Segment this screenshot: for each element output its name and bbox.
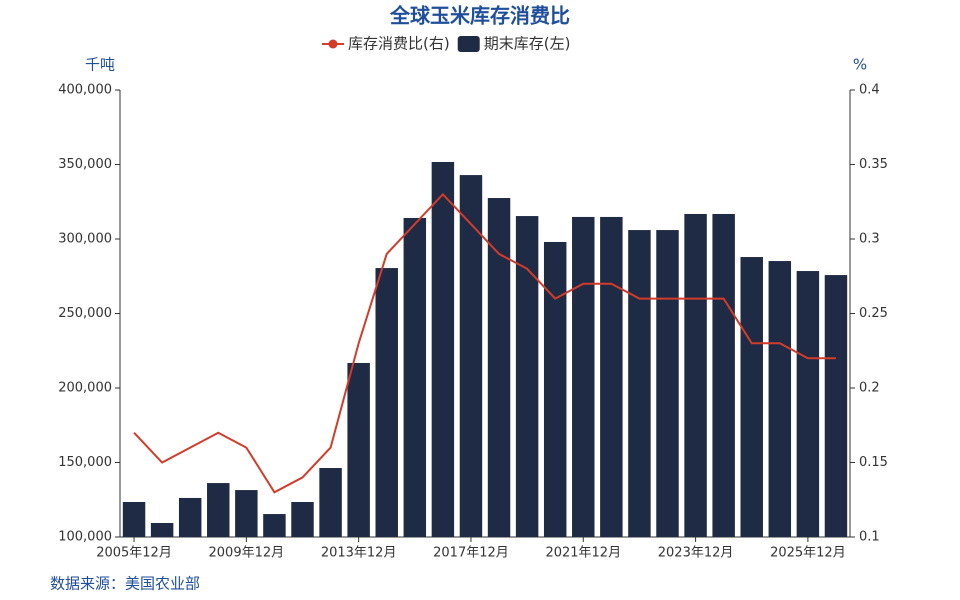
y2-axis-label: % <box>853 56 867 74</box>
legend-label: 库存消费比(右) <box>348 35 450 53</box>
y-axis-label: 千吨 <box>85 56 115 74</box>
bar <box>768 261 792 537</box>
bar <box>347 362 370 537</box>
legend-label: 期末库存(左) <box>484 35 571 53</box>
x-tick-label: 2009年12月 <box>209 546 285 561</box>
y2-tick-label: 0.4 <box>859 83 880 98</box>
x-tick-label: 2017年12月 <box>433 546 509 561</box>
bar <box>291 501 314 537</box>
y-tick-label: 300,000 <box>58 232 112 247</box>
legend-symbol <box>457 36 480 52</box>
chart-title: 全球玉米库存消费比 <box>389 4 570 28</box>
bar <box>235 490 258 537</box>
x-tick-label: 2005年12月 <box>96 546 172 561</box>
bar <box>712 213 735 537</box>
y-tick-label: 250,000 <box>58 306 112 321</box>
y2-tick-label: 0.1 <box>859 530 880 545</box>
bar <box>628 230 651 537</box>
y2-tick-label: 0.15 <box>859 455 888 470</box>
x-tick-label: 2021年12月 <box>545 546 621 561</box>
bar <box>487 198 511 537</box>
legend-symbol <box>328 39 338 49</box>
y2-tick-label: 0.25 <box>859 306 888 321</box>
bar <box>207 483 230 537</box>
bar <box>740 257 763 537</box>
bar <box>403 217 427 537</box>
x-tick-label: 2023年12月 <box>658 546 734 561</box>
bar <box>600 216 623 537</box>
bar <box>431 161 455 538</box>
bar <box>684 213 707 537</box>
y2-tick-label: 0.35 <box>859 157 888 172</box>
x-tick-label: 2025年12月 <box>770 546 846 561</box>
source: 数据来源：美国农业部 <box>50 575 200 593</box>
x-tick-label: 2013年12月 <box>321 546 397 561</box>
bar <box>263 514 286 537</box>
bar <box>572 216 595 537</box>
y-tick-label: 400,000 <box>58 83 112 98</box>
y-tick-label: 150,000 <box>58 455 112 470</box>
y2-tick-label: 0.2 <box>859 381 880 396</box>
bar <box>122 501 146 537</box>
bar <box>824 275 848 537</box>
y-tick-label: 350,000 <box>58 157 112 172</box>
bar <box>515 216 539 537</box>
y-tick-label: 200,000 <box>58 381 112 396</box>
bar <box>796 271 820 537</box>
y2-tick-label: 0.3 <box>859 232 880 247</box>
bar <box>656 230 679 537</box>
bar <box>459 175 483 538</box>
line <box>133 192 836 494</box>
bar <box>375 268 398 537</box>
bar <box>543 241 567 538</box>
bar <box>319 468 342 537</box>
bar <box>178 497 202 537</box>
y-tick-label: 100,000 <box>58 530 112 545</box>
bar <box>150 522 174 537</box>
